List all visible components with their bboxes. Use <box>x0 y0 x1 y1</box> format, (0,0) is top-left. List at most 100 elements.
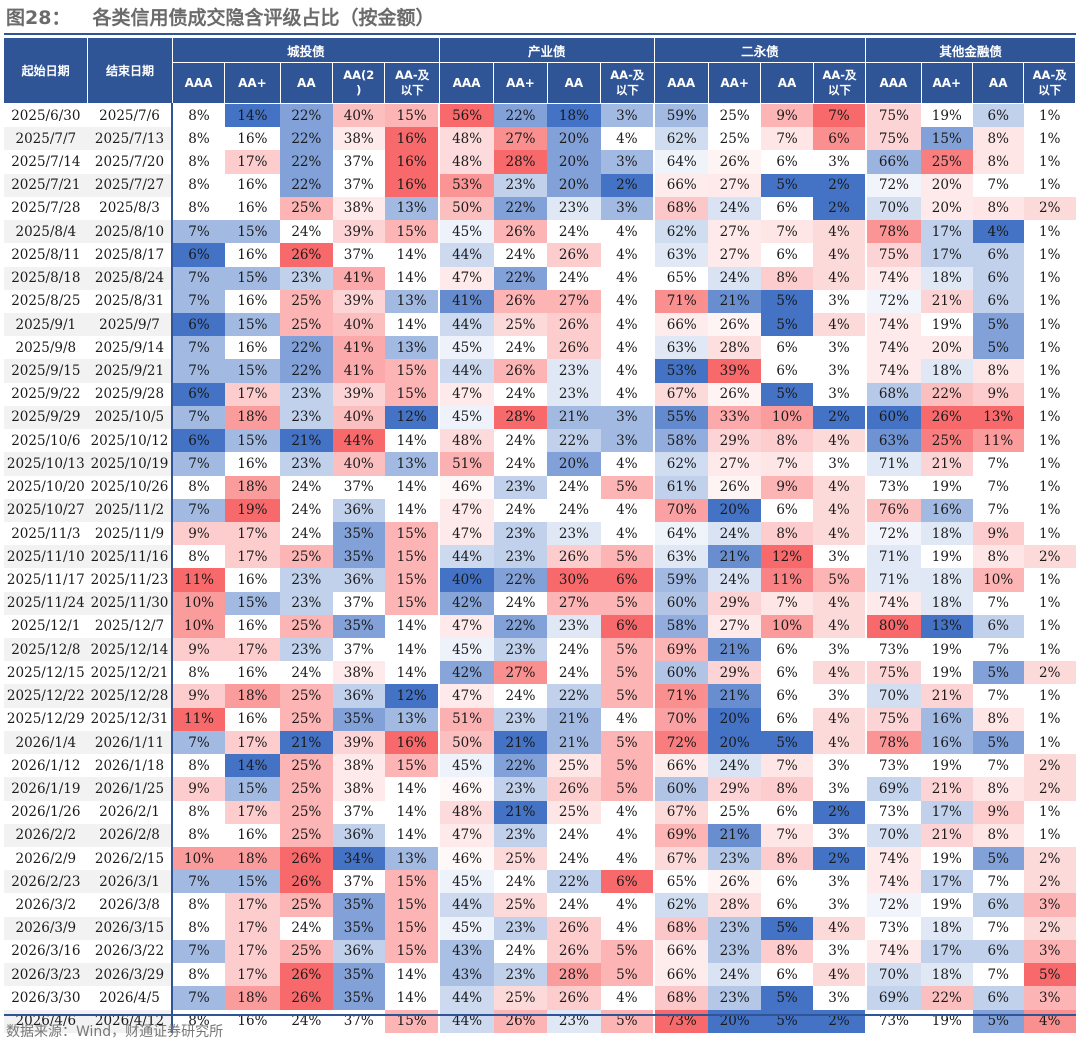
share-cell: 13% <box>384 336 440 360</box>
share-cell: 7% <box>972 591 1024 615</box>
share-cell: 40% <box>332 312 385 337</box>
share-cell: 69% <box>864 986 922 1010</box>
share-cell: 17% <box>224 800 281 824</box>
share-cell: 21% <box>708 823 761 847</box>
share-cell: 24% <box>493 429 548 453</box>
share-cell: 8% <box>972 777 1024 801</box>
end-date-cell: 2025/12/14 <box>87 638 174 662</box>
share-cell: 1% <box>1023 266 1076 290</box>
share-cell: 1% <box>1023 568 1076 592</box>
share-cell: 25% <box>280 545 333 569</box>
share-cell: 66% <box>653 754 709 778</box>
share-cell: 22% <box>493 266 548 290</box>
share-cell: 1% <box>1023 591 1076 615</box>
share-cell: 16% <box>224 661 281 685</box>
share-cell: 16% <box>224 196 281 221</box>
table-row: 2025/12/29 2025/12/31 11% 16% 25% 35% 13% 51% 23… <box>4 707 1076 731</box>
start-date-cell: 2025/12/15 <box>4 661 88 685</box>
share-cell: 78% <box>864 730 922 755</box>
start-date-cell: 2025/12/22 <box>4 684 88 708</box>
share-cell: 7% <box>972 173 1024 197</box>
share-cell: 15% <box>384 521 440 546</box>
top-rule <box>4 33 1076 35</box>
table-row: 2025/8/4 2025/8/10 7% 15% 24% 39% 15% 45% 26% 24%… <box>4 220 1076 244</box>
share-cell: 6% <box>600 870 655 894</box>
share-cell: 8% <box>760 847 814 871</box>
share-cell: 3% <box>813 893 866 917</box>
share-cell: 73% <box>653 1009 709 1033</box>
share-cell: 15% <box>384 103 440 128</box>
share-cell: 7% <box>172 336 225 360</box>
end-date-cell: 2026/4/5 <box>87 986 174 1010</box>
share-cell: 1% <box>1023 823 1076 847</box>
share-cell: 35% <box>332 986 385 1010</box>
share-cell: 40% <box>438 568 494 592</box>
start-date-cell: 2026/3/23 <box>4 963 88 987</box>
share-cell: 63% <box>864 429 922 453</box>
share-cell: 23% <box>708 986 761 1010</box>
share-cell: 15% <box>224 312 281 337</box>
figure-title-text: 各类信用债成交隐含评级占比（按金额） <box>92 7 435 29</box>
share-cell: 6% <box>760 893 814 917</box>
end-date-cell: 2025/11/2 <box>87 498 174 522</box>
share-cell: 23% <box>493 823 548 847</box>
start-date-cell: 2026/1/26 <box>4 800 88 824</box>
share-cell: 19% <box>921 1009 973 1033</box>
share-cell: 3% <box>813 545 866 569</box>
share-cell: 6% <box>760 661 814 685</box>
share-cell: 6% <box>972 614 1024 639</box>
share-cell: 50% <box>438 196 494 221</box>
share-cell: 4% <box>813 521 866 546</box>
end-date-cell: 2025/12/31 <box>87 707 174 731</box>
share-cell: 22% <box>493 754 548 778</box>
table-row: 2026/3/9 2026/3/15 8% 17% 24% 35% 15% 45% 23% 26%… <box>4 916 1076 940</box>
share-cell: 10% <box>172 591 225 615</box>
share-cell: 5% <box>760 382 814 406</box>
share-cell: 8% <box>972 127 1024 151</box>
share-cell: 16% <box>224 452 281 476</box>
share-cell: 6% <box>760 243 814 267</box>
share-cell: 1% <box>1023 730 1076 755</box>
share-cell: 44% <box>438 986 494 1010</box>
share-cell: 21% <box>708 545 761 569</box>
share-cell: 25% <box>280 707 333 731</box>
share-cell: 22% <box>493 196 548 221</box>
share-cell: 5% <box>760 289 814 313</box>
share-cell: 26% <box>921 405 973 430</box>
share-cell: 23% <box>493 777 548 801</box>
share-cell: 8% <box>972 707 1024 731</box>
share-cell: 7% <box>760 823 814 847</box>
share-cell: 7% <box>172 452 225 476</box>
share-cell: 13% <box>972 405 1024 430</box>
share-cell: 17% <box>921 939 973 964</box>
share-cell: 66% <box>653 939 709 964</box>
share-cell: 8% <box>172 823 225 847</box>
share-cell: 26% <box>280 986 333 1010</box>
share-cell: 1% <box>1023 243 1076 267</box>
rating-header: AA <box>972 62 1025 104</box>
share-cell: 15% <box>224 777 281 801</box>
share-cell: 1% <box>1023 312 1076 337</box>
share-cell: 26% <box>708 312 761 337</box>
rating-header: AAA <box>865 62 922 104</box>
share-cell: 4% <box>600 243 655 267</box>
end-date-cell: 2026/3/1 <box>87 870 174 894</box>
share-cell: 18% <box>921 963 973 987</box>
end-date-cell: 2025/7/20 <box>87 150 174 174</box>
share-cell: 2% <box>1023 777 1076 801</box>
share-cell: 23% <box>493 173 548 197</box>
share-cell: 22% <box>280 336 333 360</box>
share-cell: 15% <box>224 220 281 244</box>
share-cell: 6% <box>760 963 814 987</box>
table-row: 2025/8/18 2025/8/24 7% 15% 23% 41% 14% 47% 22% 24… <box>4 266 1076 290</box>
table-row: 2025/9/22 2025/9/28 6% 17% 23% 39% 15% 47% 24% 23… <box>4 382 1076 406</box>
share-cell: 15% <box>384 916 440 940</box>
share-cell: 71% <box>864 568 922 592</box>
share-cell: 27% <box>708 220 761 244</box>
share-cell: 59% <box>653 568 709 592</box>
share-cell: 21% <box>280 429 333 453</box>
share-cell: 70% <box>864 684 922 708</box>
table-row: 2025/9/8 2025/9/14 7% 16% 22% 41% 13% 45% 24% 26%… <box>4 336 1076 360</box>
share-cell: 5% <box>972 661 1024 685</box>
rating-header: AA <box>547 62 602 104</box>
